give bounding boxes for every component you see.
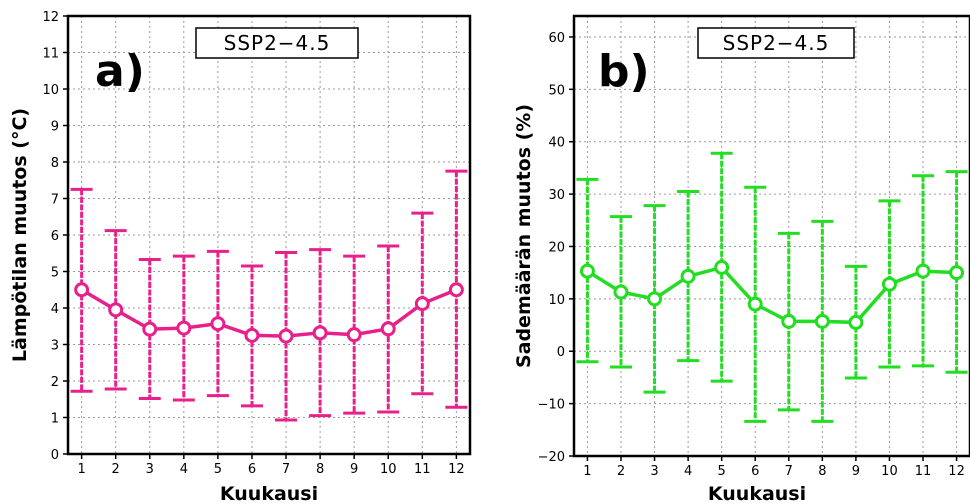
y-tick-label: 2 — [51, 375, 59, 390]
scenario-label: SSP2−4.5 — [723, 31, 830, 55]
data-point — [244, 327, 260, 343]
y-tick-label: 12 — [42, 10, 59, 25]
x-tick-label: 3 — [650, 464, 658, 479]
data-point — [848, 314, 864, 330]
x-tick-label: 11 — [414, 462, 431, 477]
x-tick-label: 7 — [282, 462, 290, 477]
y-tick-label: 40 — [548, 136, 565, 151]
y-tick-label: 10 — [548, 293, 565, 308]
data-point — [747, 296, 763, 312]
x-tick-label: 9 — [350, 462, 358, 477]
y-tick-label: 9 — [51, 120, 59, 135]
y-tick-label: 20 — [548, 240, 565, 255]
x-tick-label: 12 — [948, 464, 965, 479]
y-tick-label: 8 — [51, 156, 59, 171]
y-axis-title: Lämpötilan muutos (°C) — [9, 108, 31, 362]
y-tick-label: 4 — [51, 302, 59, 317]
x-tick-label: 9 — [852, 464, 860, 479]
data-point — [915, 263, 931, 279]
series-b — [576, 151, 968, 423]
data-point — [881, 276, 897, 292]
x-tick-label: 7 — [785, 464, 793, 479]
data-point — [176, 320, 192, 336]
series-line — [80, 288, 458, 338]
plot-frame — [572, 14, 970, 458]
series-line — [586, 265, 957, 325]
panel-label: a) — [95, 46, 145, 97]
x-tick-label: 3 — [146, 462, 154, 477]
y-axis-title: Sademäärän muutos (%) — [513, 104, 535, 368]
x-tick-label: 8 — [818, 464, 826, 479]
data-point — [278, 328, 294, 344]
y-tick-label: 7 — [51, 193, 59, 208]
data-point — [380, 321, 396, 337]
x-tick-label: 12 — [448, 462, 465, 477]
data-point — [781, 313, 797, 329]
x-tick-label: 8 — [316, 462, 324, 477]
series-a — [70, 169, 468, 422]
x-tick-label: 5 — [214, 462, 222, 477]
data-point — [613, 284, 629, 300]
x-tick-label: 4 — [684, 464, 692, 479]
scenario-box — [195, 27, 359, 59]
scenario-box — [697, 27, 855, 59]
y-tick-label: 30 — [548, 188, 565, 203]
x-tick-label: 10 — [881, 464, 898, 479]
x-tick-label: 11 — [915, 464, 932, 479]
y-tick-label: 50 — [548, 83, 565, 98]
data-point — [312, 325, 328, 341]
scenario-label: SSP2−4.5 — [224, 31, 331, 55]
x-tick-label: 6 — [248, 462, 256, 477]
y-tick-label: 10 — [42, 83, 59, 98]
data-point — [74, 282, 90, 298]
data-point — [714, 259, 730, 275]
x-axis-title: Kuukausi — [220, 483, 318, 504]
y-tick-label: 5 — [51, 266, 59, 281]
y-tick-label: 60 — [548, 31, 565, 46]
y-tick-label: 1 — [51, 412, 59, 427]
data-point — [647, 291, 663, 307]
x-tick-label: 4 — [180, 462, 188, 477]
plot-frame — [66, 14, 472, 456]
data-point — [448, 282, 464, 298]
data-point — [680, 268, 696, 284]
y-tick-label: −10 — [538, 398, 565, 413]
x-tick-label: 1 — [77, 462, 85, 477]
y-tick-label: 11 — [42, 47, 59, 62]
data-point — [814, 313, 830, 329]
data-point — [142, 321, 158, 337]
data-point — [579, 263, 595, 279]
y-tick-label: −20 — [538, 450, 565, 465]
data-point — [414, 296, 430, 312]
y-tick-label: 0 — [557, 345, 565, 360]
x-tick-label: 1 — [583, 464, 591, 479]
y-tick-label: 3 — [51, 339, 59, 354]
x-tick-label: 2 — [112, 462, 120, 477]
x-tick-label: 10 — [380, 462, 397, 477]
data-point — [346, 327, 362, 343]
y-tick-label: 0 — [51, 448, 59, 463]
x-tick-label: 6 — [751, 464, 759, 479]
data-point — [210, 316, 226, 332]
panel-label: b) — [598, 46, 650, 97]
x-tick-label: 5 — [718, 464, 726, 479]
y-tick-label: 6 — [51, 229, 59, 244]
data-point — [108, 302, 124, 318]
x-axis-title: Kuukausi — [708, 483, 806, 504]
x-tick-label: 2 — [617, 464, 625, 479]
data-point — [949, 265, 965, 281]
